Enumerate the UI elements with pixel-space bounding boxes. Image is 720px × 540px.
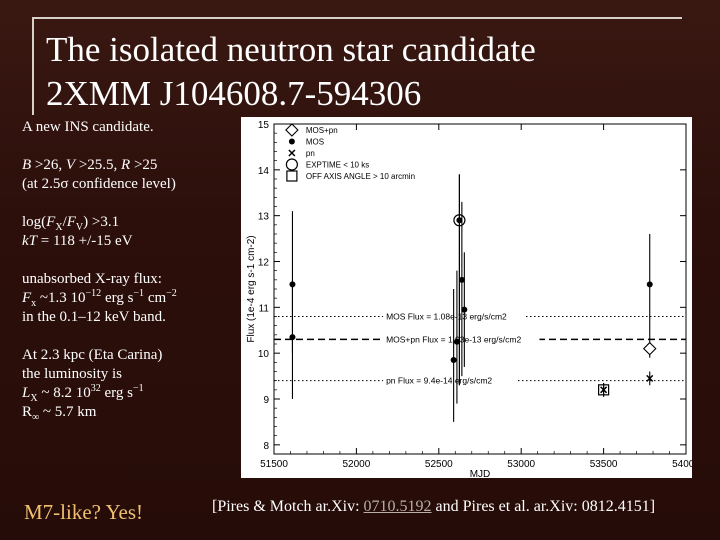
data-point-3 <box>453 338 460 345</box>
optical-limits: B >26, V >25.5, R >25 <box>22 157 158 173</box>
x-tick-label-4: 53500 <box>590 459 618 470</box>
temperature: kT = 118 +/-15 eV <box>22 233 133 249</box>
x-tick-label-0: 51500 <box>260 459 288 470</box>
intro-text: A new INS candidate. <box>22 119 154 135</box>
y-tick-label-5: 13 <box>258 212 270 223</box>
lightcurve-svg: 51500 52000 52500 53000 53500 54000 8 9 10 11 12 13… <box>246 120 692 478</box>
notes-column: A new INS candidate. B >26, V >25.5, R >… <box>22 118 237 423</box>
data-point-10 <box>646 281 653 288</box>
data-point-12 <box>646 374 654 382</box>
data-point-6 <box>458 276 465 283</box>
distance-text: At 2.3 kpc (Eta Carina) <box>22 347 163 363</box>
data-point-5 <box>456 217 463 224</box>
plot-frame <box>273 123 687 455</box>
x-tick-label-1: 52000 <box>342 459 370 470</box>
reference-label-2: pn Flux = 9.4e-14 erg/s/cm2 <box>386 376 492 386</box>
title-line-2: 2XMM J104608.7-594306 <box>46 74 422 113</box>
legend-symbol-0 <box>285 123 299 137</box>
legend-label-3: EXPTIME < 10 ks <box>306 161 369 170</box>
flux-value: Fx ~1.3 10−12 erg s−1 cm−2 <box>22 288 177 309</box>
title-line-1: The isolated neutron star candidate <box>46 30 536 69</box>
y-tick-label-6: 14 <box>258 166 270 177</box>
legend-symbol-2 <box>288 149 296 157</box>
y-tick-label-2: 10 <box>258 349 270 360</box>
legend-symbol-3 <box>285 158 298 171</box>
arxiv-link[interactable]: 0710.5192 <box>363 498 432 515</box>
luminosity-intro: the luminosity is <box>22 366 123 382</box>
y-tick-label-3: 11 <box>259 303 270 314</box>
x-tick-label-3: 53000 <box>507 459 535 470</box>
reference-label-bg-0 <box>383 310 526 322</box>
y-tick-label-7: 15 <box>258 120 270 131</box>
title-accent-bar <box>32 17 34 115</box>
y-tick-label-4: 12 <box>258 258 270 269</box>
y-tick-label-1: 9 <box>263 395 269 406</box>
reference-label-bg-1 <box>383 333 540 345</box>
x-tick-label-2: 52500 <box>425 459 453 470</box>
flux-band: in the 0.1–12 keV band. <box>22 309 166 325</box>
legend-symbol-4 <box>286 170 298 182</box>
flux-lightcurve-plot: 51500 52000 52500 53000 53500 54000 8 9 10 11 12 13… <box>241 117 692 478</box>
flux-ratio: log(FX/FV) >3.1 <box>22 214 120 233</box>
legend-label-0: MOS+pn <box>306 126 338 135</box>
x-tick-label-5: 54000 <box>672 459 692 470</box>
legend-label-4: OFF AXIS ANGLE > 10 arcmin <box>306 172 415 181</box>
data-point-11 <box>642 341 657 356</box>
flux-heading: unabsorbed X-ray flux: <box>22 271 162 287</box>
conclusion-text: M7-like? Yes! <box>24 500 143 524</box>
radius-value: R∞ ~ 5.7 km <box>22 404 97 423</box>
slide-title: The isolated neutron star candidate 2XMM… <box>46 28 696 116</box>
reference-label-0: MOS Flux = 1.08e-13 erg/s/cm2 <box>386 312 507 322</box>
data-point-9 <box>598 384 610 396</box>
y-axis-label: Flux (1e-4 erg s-1 cm-2) <box>246 235 257 342</box>
data-point-2 <box>450 357 457 364</box>
legend-label-2: pn <box>306 149 315 158</box>
references: [Pires & Motch ar.Xiv: 0710.5192 and Pir… <box>212 498 656 515</box>
legend-label-1: MOS <box>306 138 324 147</box>
confidence-text: (at 2.5σ confidence level) <box>22 176 176 192</box>
x-axis-label: MJD <box>470 469 491 478</box>
data-point-7 <box>461 306 468 313</box>
reference-label-bg-2 <box>383 374 516 386</box>
title-accent-line <box>32 17 682 19</box>
legend-symbol-1 <box>288 138 295 145</box>
luminosity-value: LX ~ 8.2 1032 erg s−1 <box>22 383 144 404</box>
data-point-1 <box>289 334 296 341</box>
y-tick-label-0: 8 <box>263 441 269 452</box>
